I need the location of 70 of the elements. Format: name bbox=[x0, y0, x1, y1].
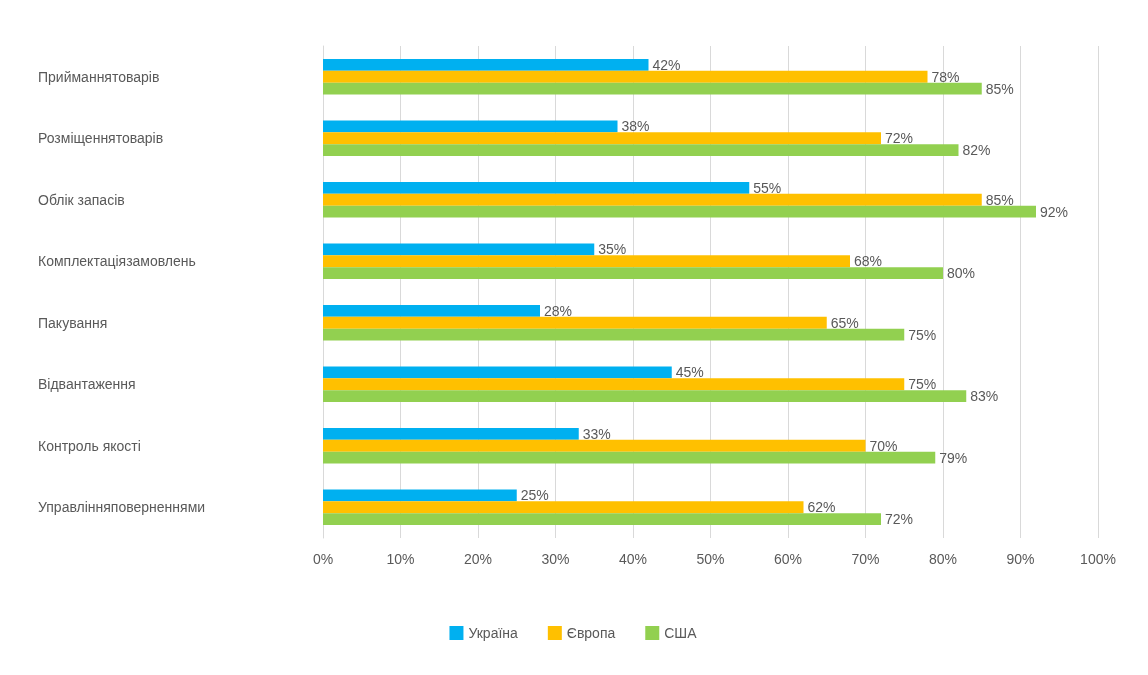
x-tick-label: 40% bbox=[618, 551, 648, 567]
bar bbox=[323, 82, 982, 95]
x-tick-label: 60% bbox=[773, 551, 803, 567]
bar bbox=[323, 205, 1036, 218]
y-tick-label: Відвантаження bbox=[38, 376, 136, 393]
data-label: 79% bbox=[939, 449, 968, 466]
y-tick-label: Розміщеннятоварів bbox=[38, 130, 164, 147]
data-label: 55% bbox=[753, 179, 782, 196]
data-label: 65% bbox=[830, 314, 859, 331]
data-label: 28% bbox=[544, 302, 573, 319]
bar bbox=[323, 328, 905, 341]
legend-label: Україна bbox=[468, 625, 519, 641]
bar bbox=[323, 451, 936, 464]
bar bbox=[323, 132, 881, 145]
data-label: 72% bbox=[885, 511, 914, 528]
data-label: 38% bbox=[621, 118, 650, 135]
x-tick-label: 80% bbox=[928, 551, 958, 567]
data-label: 85% bbox=[985, 80, 1014, 97]
bar bbox=[323, 304, 540, 317]
data-label: 85% bbox=[985, 191, 1014, 208]
x-tick-label: 0% bbox=[312, 551, 334, 567]
data-label: 82% bbox=[962, 142, 991, 159]
data-label: 42% bbox=[652, 56, 681, 73]
data-label: 68% bbox=[854, 253, 883, 270]
x-tick-label: 50% bbox=[696, 551, 725, 567]
y-tick-label: Контроль якості bbox=[38, 437, 141, 454]
bar bbox=[323, 501, 804, 514]
legend-label: США bbox=[664, 625, 698, 641]
data-label: 72% bbox=[885, 130, 914, 147]
y-tick-label: Комплектаціязамовлень bbox=[38, 253, 196, 270]
data-label: 75% bbox=[908, 376, 937, 393]
bar bbox=[323, 378, 905, 391]
y-tick-label: Пакування bbox=[38, 314, 108, 331]
data-label: 45% bbox=[675, 364, 704, 381]
bar bbox=[323, 193, 982, 206]
bar bbox=[323, 120, 618, 133]
data-label: 70% bbox=[869, 437, 898, 454]
data-label: 62% bbox=[807, 499, 836, 516]
bar bbox=[323, 489, 517, 502]
x-tick-label: 20% bbox=[463, 551, 493, 567]
y-tick-label: Облік запасів bbox=[38, 191, 125, 208]
x-tick-label: 70% bbox=[851, 551, 880, 567]
bar bbox=[323, 427, 579, 440]
legend-label: Європа bbox=[566, 625, 616, 641]
data-label: 33% bbox=[582, 425, 611, 442]
data-label: 80% bbox=[947, 265, 976, 282]
bar bbox=[323, 243, 595, 256]
bar bbox=[323, 316, 827, 329]
x-tick-label: 90% bbox=[1006, 551, 1035, 567]
bar bbox=[323, 144, 959, 157]
data-label: 75% bbox=[908, 326, 937, 343]
y-tick-label: Прийманнятоварів bbox=[38, 68, 160, 85]
bar bbox=[323, 513, 881, 526]
x-tick-label: 100% bbox=[1080, 551, 1116, 567]
bar bbox=[323, 181, 750, 194]
x-tick-label: 10% bbox=[386, 551, 415, 567]
bar bbox=[323, 439, 866, 452]
data-label: 78% bbox=[931, 68, 960, 85]
data-label: 35% bbox=[598, 241, 627, 258]
bar bbox=[323, 366, 672, 379]
bar bbox=[323, 390, 967, 403]
bar bbox=[323, 58, 649, 71]
bar bbox=[323, 70, 928, 83]
bar bbox=[323, 267, 943, 280]
x-tick-label: 30% bbox=[541, 551, 570, 567]
bar bbox=[323, 255, 850, 268]
data-label: 92% bbox=[1040, 203, 1069, 220]
y-tick-label: Управлінняповерненнями bbox=[38, 499, 206, 516]
data-label: 83% bbox=[970, 388, 999, 405]
data-label: 25% bbox=[520, 487, 549, 504]
